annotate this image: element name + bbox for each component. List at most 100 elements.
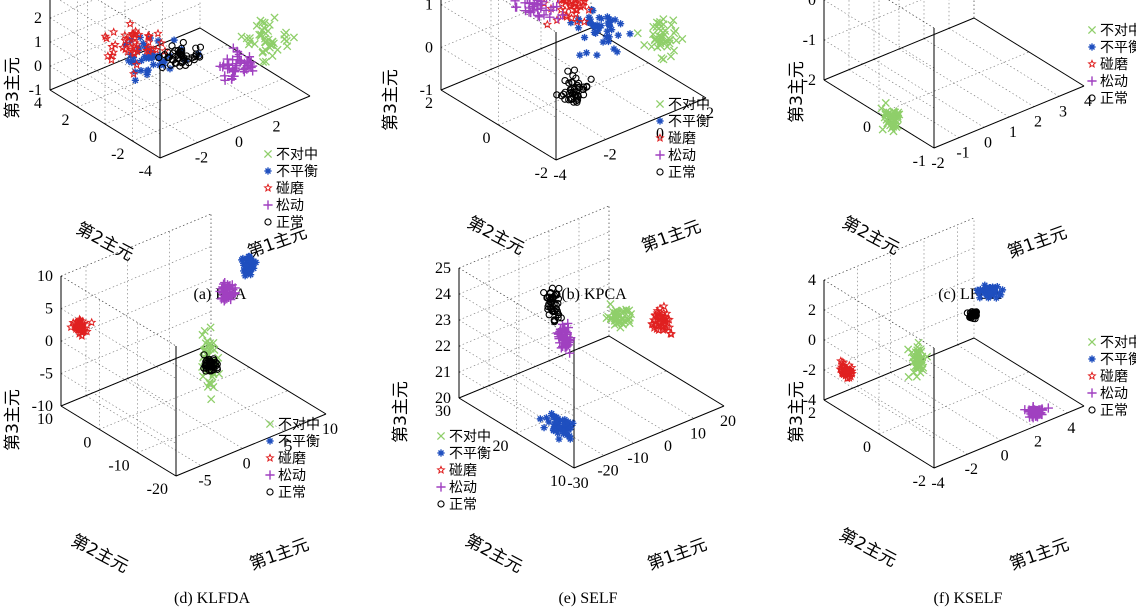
- point-marker: [540, 424, 548, 432]
- point-marker: [597, 15, 605, 23]
- point-marker: [993, 283, 1001, 291]
- point-marker: [1023, 406, 1033, 416]
- point-marker: [247, 271, 255, 279]
- y-tick-label: -10: [108, 458, 129, 475]
- z-tick-label: 2: [34, 10, 42, 27]
- grid-line: [440, 0, 557, 48]
- grid-line: [159, 95, 311, 159]
- point-marker: [155, 53, 163, 62]
- point-marker: [971, 311, 979, 319]
- y-tick-label: 0: [83, 434, 91, 451]
- grid-line: [60, 246, 212, 309]
- point-marker: [678, 34, 687, 43]
- point-marker: [547, 299, 555, 307]
- point-marker: [261, 57, 270, 66]
- z-tick-label: 0: [34, 58, 42, 75]
- x-tick-label: 10: [322, 421, 338, 438]
- grid-line: [132, 78, 283, 142]
- z-tick-label: -2: [803, 362, 816, 379]
- y-tick-label: 10: [550, 473, 566, 490]
- point-marker: [100, 31, 110, 41]
- grid-line: [49, 17, 161, 87]
- point-marker: [569, 419, 577, 427]
- grid-line: [823, 217, 975, 281]
- point-marker: [238, 256, 246, 264]
- point-marker: [252, 21, 261, 30]
- legend-label: 不对中: [1100, 23, 1136, 39]
- point-marker: [561, 10, 571, 20]
- series-2: [835, 356, 857, 383]
- x-axis-title: 第1主元: [639, 217, 704, 257]
- point-marker: [266, 437, 274, 445]
- point-marker: [1024, 405, 1034, 415]
- z-axis-title: 第3主元: [787, 61, 807, 123]
- point-marker: [916, 355, 925, 364]
- z-tick-label: -1: [29, 82, 42, 99]
- point-marker: [131, 59, 142, 69]
- point-marker: [202, 364, 210, 372]
- x-tick-label: 2: [273, 119, 281, 136]
- grid-line: [137, 390, 288, 453]
- grid-line: [548, 360, 665, 432]
- x-tick-label: 3: [1059, 103, 1067, 120]
- point-marker: [129, 53, 138, 62]
- point-marker: [653, 43, 662, 52]
- point-marker: [143, 70, 151, 79]
- point-marker: [511, 2, 522, 12]
- point-marker: [534, 12, 544, 22]
- grid-line: [458, 335, 610, 399]
- point-marker: [1034, 406, 1044, 416]
- point-marker: [526, 0, 528, 3]
- panel-lfda: -2-101234-10-2-101第1主元第2主元第3主元不对中不平衡碰磨松动…: [787, 0, 1136, 263]
- point-marker: [214, 353, 223, 362]
- point-marker: [149, 61, 158, 69]
- point-marker: [998, 286, 1007, 294]
- x-tick-label: 2: [1034, 114, 1042, 131]
- point-marker: [665, 328, 676, 338]
- point-marker: [168, 56, 176, 64]
- point-marker: [659, 318, 669, 328]
- point-marker: [263, 26, 273, 36]
- point-marker: [671, 26, 680, 35]
- grid-line: [516, 370, 667, 434]
- y-tick-label: 2: [62, 112, 70, 129]
- x-tick-label: 1: [1009, 124, 1017, 141]
- point-marker: [649, 322, 659, 332]
- point-marker: [587, 75, 595, 83]
- point-marker: [841, 365, 851, 375]
- point-marker: [559, 430, 567, 438]
- grid-line: [823, 79, 935, 149]
- x-tick-label: 2: [706, 105, 714, 122]
- grid-line: [104, 61, 256, 125]
- point-marker: [554, 295, 563, 303]
- point-marker: [241, 272, 249, 280]
- point-marker: [597, 22, 605, 30]
- point-marker: [143, 30, 153, 40]
- point-marker: [548, 2, 558, 12]
- point-marker: [669, 46, 679, 55]
- point-marker: [579, 91, 588, 99]
- point-marker: [86, 317, 97, 327]
- point-marker: [125, 18, 135, 28]
- z-tick-label: 0: [808, 332, 816, 349]
- grid-line: [573, 405, 725, 469]
- point-marker: [131, 76, 139, 84]
- caption-kself: (f) KSELF: [933, 590, 1003, 607]
- point-marker: [228, 66, 239, 76]
- point-marker: [533, 10, 543, 21]
- point-marker: [220, 282, 230, 292]
- point-marker: [889, 108, 899, 117]
- point-marker: [1030, 407, 1040, 418]
- point-marker: [650, 310, 660, 320]
- series-3: [510, 0, 568, 23]
- grid-line: [823, 279, 935, 349]
- point-marker: [659, 301, 669, 311]
- point-marker: [541, 5, 551, 15]
- point-marker: [666, 52, 675, 61]
- point-marker: [107, 41, 117, 51]
- point-marker: [128, 58, 136, 67]
- point-marker: [625, 306, 634, 315]
- point-marker: [139, 39, 147, 48]
- grid-line: [540, 48, 657, 119]
